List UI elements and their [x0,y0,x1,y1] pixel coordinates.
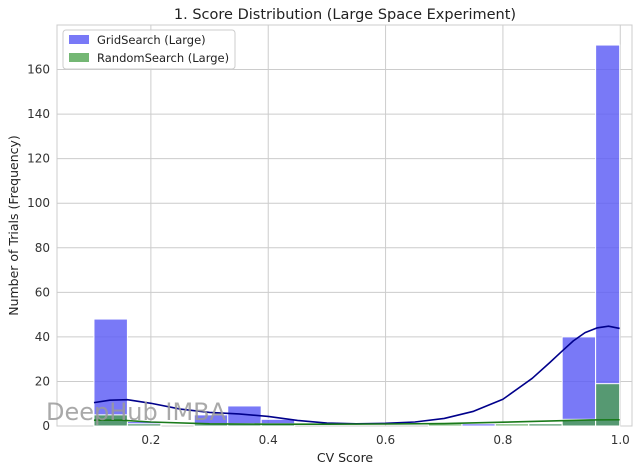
y-tick-label: 20 [35,374,50,388]
chart-title: 1. Score Distribution (Large Space Exper… [174,7,516,23]
y-tick-label: 0 [42,419,50,433]
legend-swatch-gridsearch [69,35,89,44]
watermark: DeepHub IMBA [46,398,227,426]
y-tick-label: 120 [27,152,50,166]
y-tick-label: 40 [35,330,50,344]
histogram-bar-randomsearch [126,423,162,427]
x-tick-label: 0.8 [493,433,512,447]
histogram-bar-randomsearch [528,423,563,427]
legend-label-gridsearch: GridSearch (Large) [97,33,206,47]
legend-swatch-randomsearch [69,53,89,62]
plot-area [56,24,633,427]
y-tick-label: 60 [35,285,50,299]
histogram-bar-gridsearch [461,423,496,427]
y-axis-label: Number of Trials (Frequency) [6,135,21,316]
legend-label-randomsearch: RandomSearch (Large) [97,51,229,65]
kde-curves [93,325,620,426]
x-tick-label: 1.0 [611,433,630,447]
x-tick-label: 0.2 [141,433,160,447]
y-tick-label: 140 [27,107,50,121]
y-tick-label: 80 [35,241,50,255]
histogram-bar-gridsearch [93,318,128,427]
legend: GridSearch (Large) RandomSearch (Large) [62,29,236,70]
tick-labels: 0.2 0.4 0.6 0.8 1.0 0 20 40 60 80 100 120 140 160 [27,63,630,447]
y-tick-label: 100 [27,196,50,210]
kde-curve-gridsearch [93,325,620,425]
x-axis-label: CV Score [317,450,374,465]
kde-curve-randomsearch [93,418,620,426]
histogram-bar-randomsearch [595,383,621,427]
y-tick-label: 160 [27,63,50,77]
x-tick-label: 0.4 [259,433,278,447]
legend-box [62,29,236,70]
x-tick-label: 0.6 [376,433,395,447]
histogram-bar-randomsearch [494,423,530,427]
histogram-bar-gridsearch [561,336,597,427]
histogram-bar-gridsearch [595,44,621,427]
histogram-bars [93,44,621,427]
